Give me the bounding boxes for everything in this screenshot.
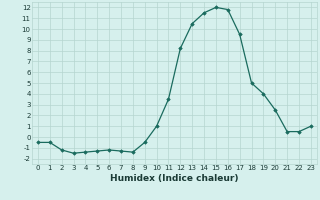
X-axis label: Humidex (Indice chaleur): Humidex (Indice chaleur) [110, 174, 239, 183]
